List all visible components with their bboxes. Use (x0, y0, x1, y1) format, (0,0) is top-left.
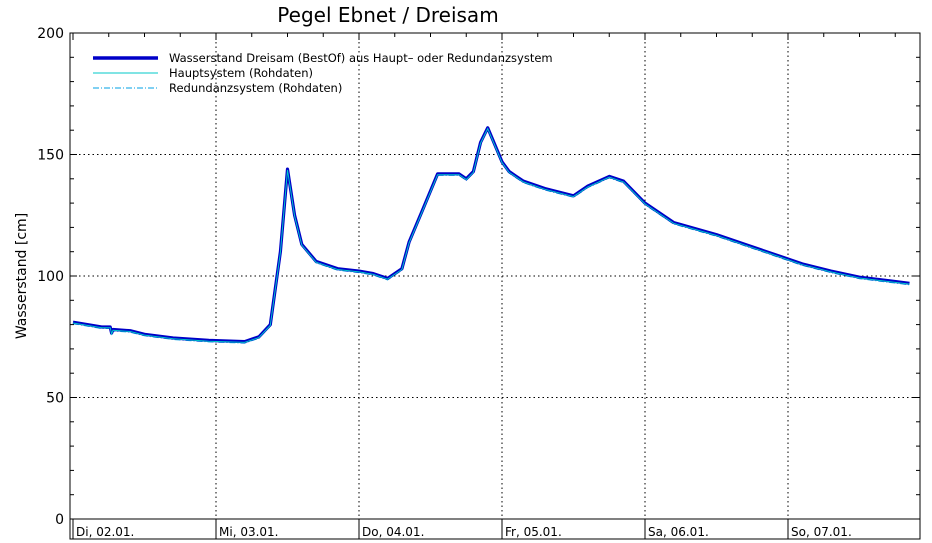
x-tick-label: Sa, 06.01. (648, 525, 709, 539)
y-tick-label: 0 (55, 512, 64, 528)
y-axis-label: Wasserstand [cm] (14, 213, 30, 339)
x-tick-label: So, 07.01. (791, 525, 852, 539)
x-tick-label: Fr, 05.01. (505, 525, 562, 539)
y-tick-label: 150 (37, 148, 64, 164)
series-hauptsystem-line (72, 127, 910, 343)
legend-label: Redundanzsystem (Rohdaten) (169, 81, 342, 95)
chart-title: Pegel Ebnet / Dreisam (277, 3, 498, 27)
legend-label: Hauptsystem (Rohdaten) (169, 66, 313, 80)
series-redundanzsystem-line (72, 128, 910, 344)
series-layer (72, 126, 910, 344)
y-tick-label: 200 (37, 26, 64, 42)
x-tick-label: Do, 04.01. (362, 525, 424, 539)
grid-layer (70, 33, 920, 519)
x-tick-label: Mi, 03.01. (219, 525, 278, 539)
x-tick-label: Di, 02.01. (76, 525, 134, 539)
tick-layer: 0 50 100 150 200 Di, 02.01. Mi, 03.01. Do, 04.0… (37, 26, 920, 539)
plot-frame (69, 32, 921, 540)
legend: Wasserstand Dreisam (BestOf) aus Haupt– … (93, 51, 553, 95)
legend-label: Wasserstand Dreisam (BestOf) aus Haupt– … (169, 51, 553, 65)
y-tick-label: 50 (46, 391, 64, 407)
series-bestof-line (72, 126, 910, 344)
y-tick-label: 100 (37, 269, 64, 285)
